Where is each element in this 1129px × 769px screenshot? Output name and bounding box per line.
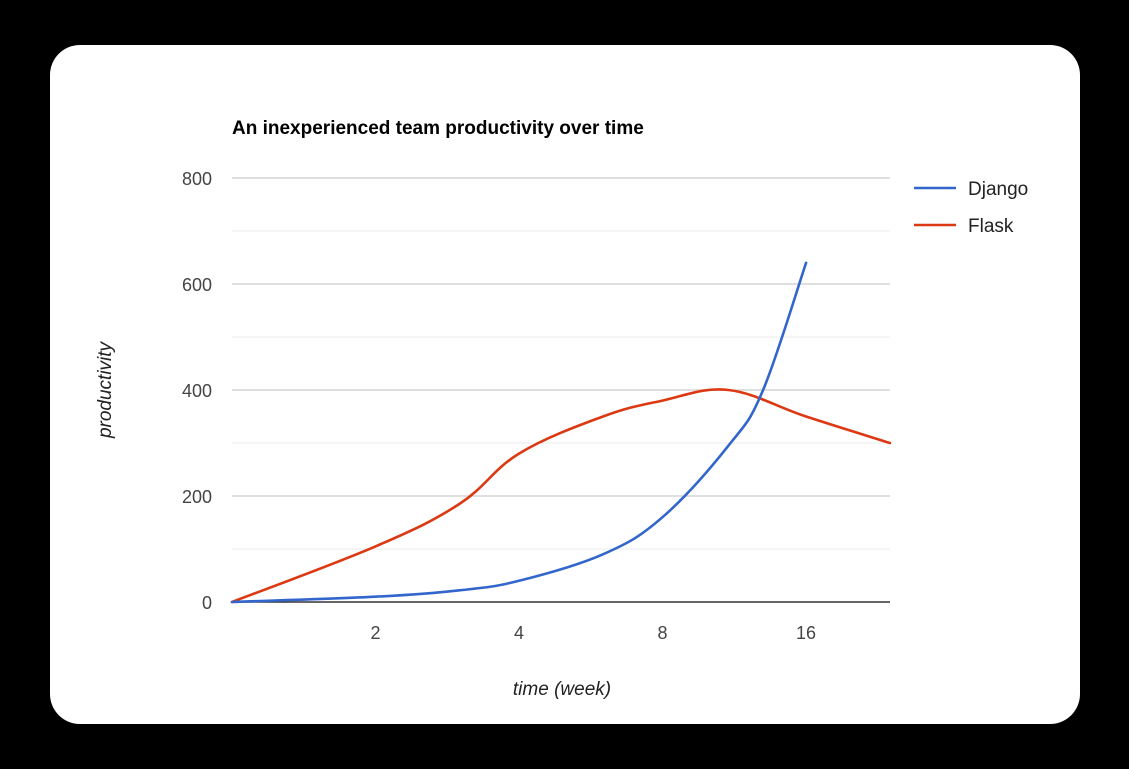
y-tick-label: 600 bbox=[182, 275, 212, 295]
legend-label-flask: Flask bbox=[968, 216, 1014, 237]
series-line-django bbox=[230, 261, 808, 604]
y-tick-label: 200 bbox=[182, 487, 212, 507]
x-axis-label: time (week) bbox=[513, 679, 611, 700]
series-lines bbox=[230, 261, 892, 604]
y-tick-label: 800 bbox=[182, 169, 212, 189]
legend-label-django: Django bbox=[968, 179, 1028, 200]
x-tick-label: 16 bbox=[796, 623, 816, 643]
y-axis-label: productivity bbox=[95, 340, 116, 439]
legend: Django Flask bbox=[914, 179, 1028, 237]
y-tick-label: 400 bbox=[182, 381, 212, 401]
x-tick-label: 2 bbox=[371, 623, 381, 643]
x-tick-label: 4 bbox=[514, 623, 524, 643]
chart-title: An inexperienced team productivity over … bbox=[232, 118, 644, 139]
x-tick-label: 8 bbox=[658, 623, 668, 643]
grid-lines bbox=[232, 177, 890, 550]
chart-card bbox=[50, 45, 1080, 724]
y-tick-label: 0 bbox=[202, 593, 212, 613]
x-axis-ticks: 2 4 8 16 bbox=[371, 623, 817, 643]
series-line-flask bbox=[230, 388, 892, 604]
y-axis-ticks: 0 200 400 600 800 bbox=[182, 169, 212, 613]
